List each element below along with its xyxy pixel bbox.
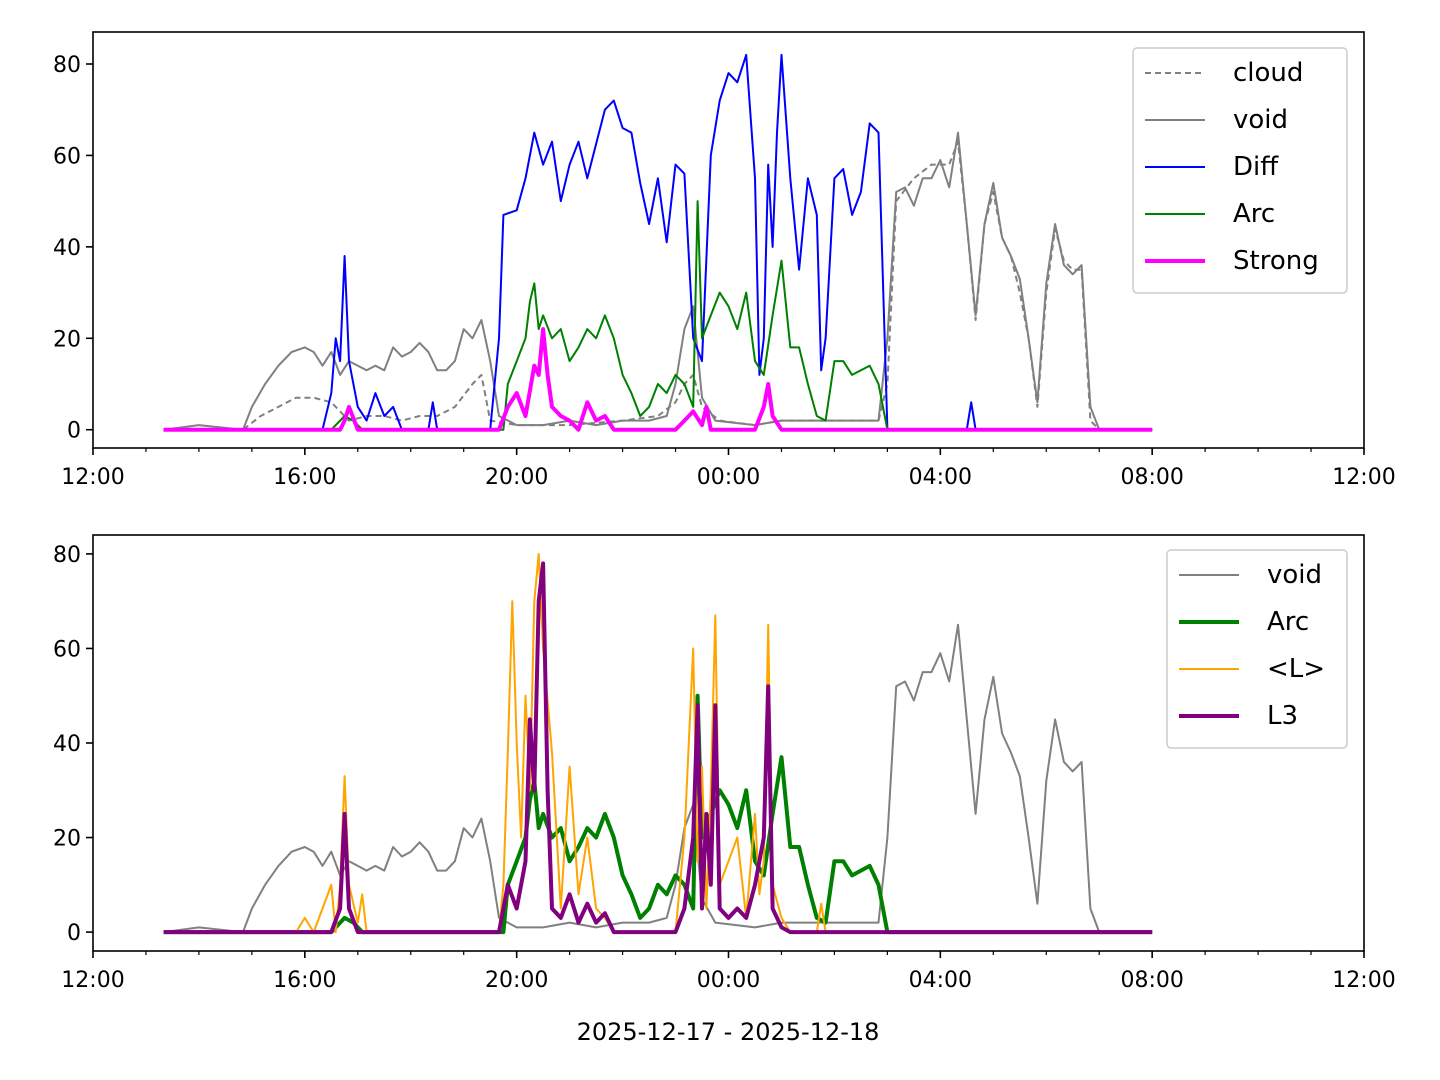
series-line-strong	[163, 327, 1153, 432]
x-tick-label: 08:00	[1120, 968, 1183, 993]
x-tick-label: 00:00	[697, 465, 760, 490]
y-tick-label: 0	[67, 419, 81, 444]
legend-label: Arc	[1267, 607, 1309, 637]
legend	[1132, 47, 1348, 294]
x-tick-label: 08:00	[1120, 465, 1183, 490]
y-tick-label: 40	[53, 236, 81, 261]
y-tick-label: 60	[53, 637, 81, 662]
series-line-diff	[163, 53, 1153, 431]
y-tick-label: 20	[53, 327, 81, 352]
x-tick-label: 12:00	[1332, 968, 1395, 993]
series-line-void	[163, 623, 1153, 934]
x-tick-label: 20:00	[485, 465, 548, 490]
y-tick-label: 40	[53, 732, 81, 757]
legend-label: void	[1233, 105, 1288, 135]
legend-label: L3	[1267, 701, 1298, 731]
legend-label: cloud	[1233, 58, 1303, 88]
x-tick-label: 12:00	[61, 465, 124, 490]
x-tick-label: 16:00	[273, 465, 336, 490]
legend-label: Strong	[1233, 246, 1319, 276]
legend-label: <L>	[1267, 654, 1325, 684]
legend-label: Arc	[1233, 199, 1275, 229]
x-tick-label: 04:00	[909, 968, 972, 993]
x-tick-label: 16:00	[273, 968, 336, 993]
bottom-chart-panel: 0 20 40 60 80 12:00 16:00 20:00 00:00 04:00 08:00 1…	[53, 534, 1396, 993]
top-chart-panel: 0 20 40 60 80 12:00 16:00 20:00 00:00 04:00 08:00 1…	[53, 31, 1396, 490]
series-line-l	[163, 552, 1153, 934]
series-line-l3	[163, 561, 1153, 935]
series-line-void	[163, 131, 1153, 431]
legend-label: Diff	[1233, 152, 1279, 182]
y-tick-label: 20	[53, 827, 81, 852]
x-tick-label: 00:00	[697, 968, 760, 993]
y-tick-label: 80	[53, 53, 81, 78]
x-axis-label: 2025-12-17 - 2025-12-18	[577, 1018, 880, 1046]
x-tick-label: 04:00	[909, 465, 972, 490]
legend	[1166, 549, 1348, 749]
y-tick-label: 60	[53, 144, 81, 169]
y-tick-label: 0	[67, 921, 81, 946]
x-tick-label: 20:00	[485, 968, 548, 993]
legend-label: void	[1267, 560, 1322, 590]
x-tick-label: 12:00	[61, 968, 124, 993]
x-tick-label: 12:00	[1332, 465, 1395, 490]
y-tick-label: 80	[53, 543, 81, 568]
series-line-arc	[163, 200, 1153, 431]
